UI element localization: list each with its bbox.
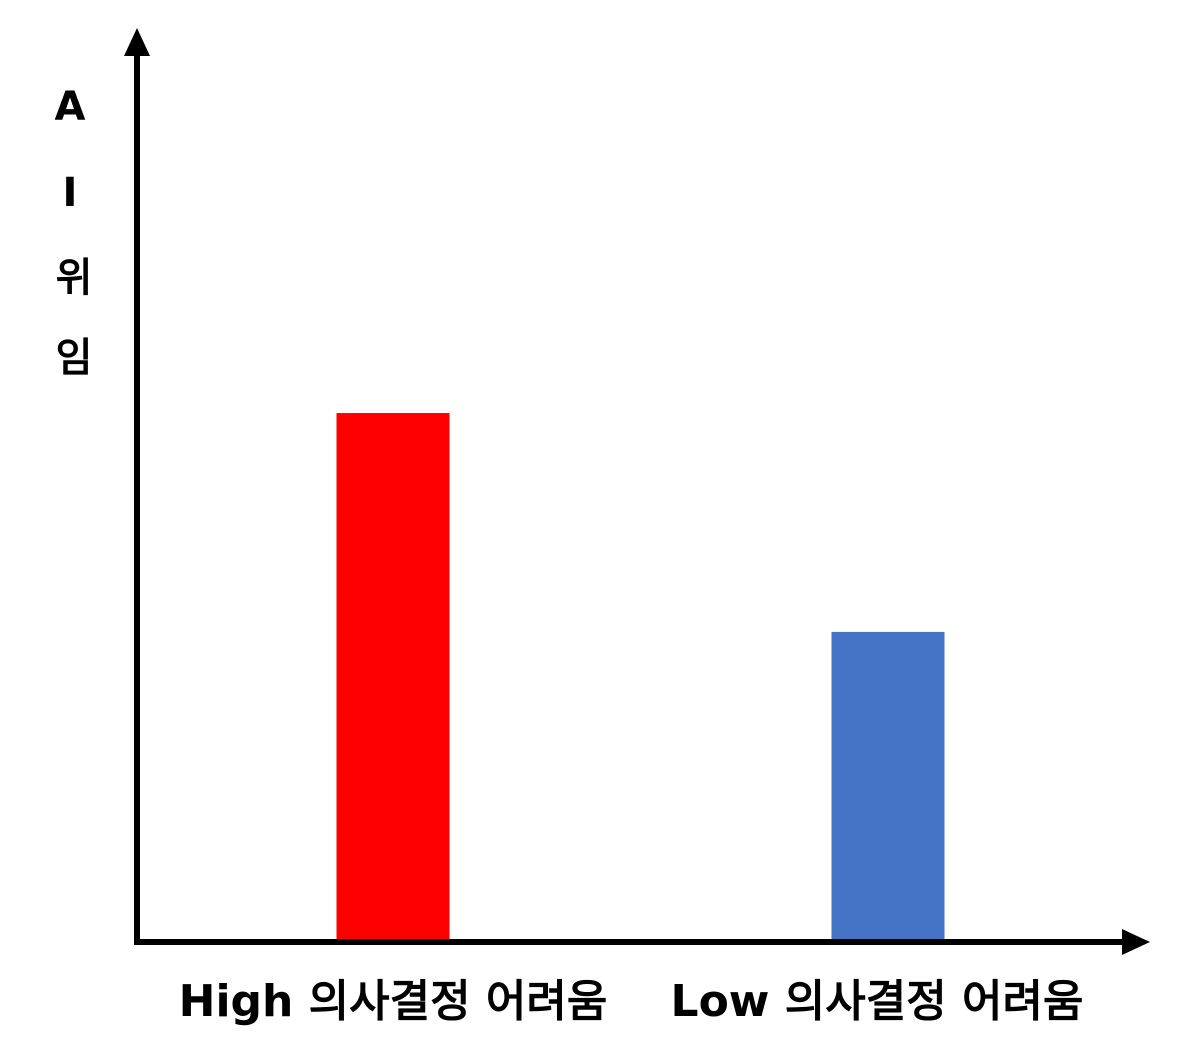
bar: [336, 413, 450, 942]
y-axis-label: AI위임: [47, 84, 93, 416]
bar: [831, 631, 945, 942]
x-tick-label: Low 의사결정 어려움: [671, 976, 1084, 1027]
y-axis-arrow: [124, 28, 150, 56]
x-axis-arrow: [1122, 929, 1150, 955]
x-tick-label: High 의사결정 어려움: [179, 976, 608, 1027]
